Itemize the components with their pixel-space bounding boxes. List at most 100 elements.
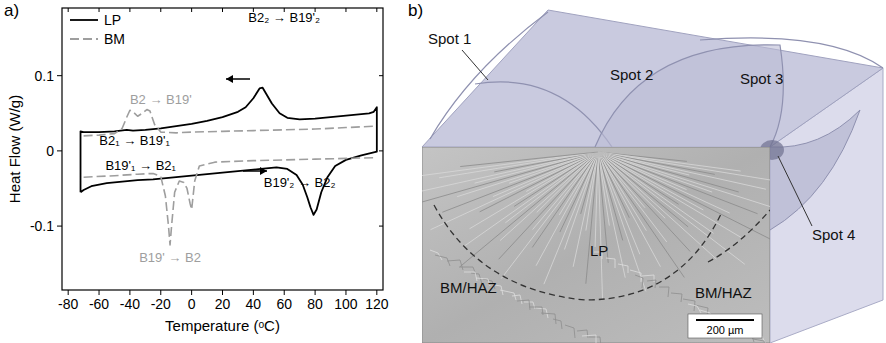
x-tick: [345, 290, 346, 295]
y-tick: [57, 226, 62, 227]
x-tick: [68, 290, 69, 295]
annotation: B19'₁ → B2₁: [105, 158, 176, 173]
region-label: BM/HAZ: [440, 279, 497, 296]
texture-line: [460, 152, 598, 267]
grain-line: [659, 287, 669, 297]
y-tick-label: -0.1: [30, 218, 54, 234]
grain-line: [671, 293, 682, 302]
x-tick-label: 60: [276, 296, 292, 312]
texture-line: [598, 152, 646, 231]
grain-line: [459, 267, 476, 275]
diagram-panel: b) 200 µm Spot 1 Spot 2 Spot 3 Spot 4 LP BM/HAZ…: [383, 1, 883, 343]
y-tick: [57, 150, 62, 151]
arrow-head: [260, 167, 267, 175]
micrograph-bg: [422, 147, 770, 343]
legend-swatch: [70, 38, 98, 40]
x-tick-label: -20: [151, 296, 171, 312]
panel-label: a): [4, 1, 19, 20]
x-tick-label: -80: [58, 296, 78, 312]
spot-outline: [595, 45, 783, 147]
grain-line: [635, 275, 643, 288]
spot-outline: [475, 82, 612, 147]
series-group: [81, 88, 377, 245]
x-tick-label: 20: [215, 296, 231, 312]
texture-line: [598, 152, 745, 264]
grain-line: [606, 258, 615, 268]
grain-line: [577, 330, 588, 338]
x-axis-title: Temperature (ᵒC): [165, 317, 280, 334]
x-tick: [160, 290, 161, 295]
texture-line: [598, 152, 665, 218]
legend-swatch: [70, 19, 98, 21]
scale-bar-box: [688, 314, 762, 338]
x-tick-label: 100: [334, 296, 358, 312]
grain-line: [688, 304, 701, 313]
y-axis-title: Heat Flow (W/g): [6, 95, 23, 203]
annotation: B2 → B19': [130, 92, 192, 107]
y-tick-label: 0: [46, 143, 54, 159]
panel-label: b): [408, 1, 423, 20]
texture-line: [598, 152, 730, 213]
scale-bar: [696, 319, 754, 321]
y-tick: [57, 75, 62, 76]
arrow-head: [226, 75, 233, 83]
texture-line: [475, 152, 598, 183]
legend-label: BM: [104, 31, 125, 47]
texture-line: [598, 152, 667, 242]
texture-line: [598, 152, 646, 291]
grain-line: [565, 325, 575, 338]
spot-label: Spot 1: [428, 30, 471, 47]
grain-line: [589, 337, 601, 343]
spot-label: Spot 4: [812, 226, 855, 243]
annotation: B2₂ → B19'₂: [248, 10, 320, 25]
box-top-face: [422, 10, 883, 147]
plot-frame: [62, 8, 383, 290]
x-tick: [129, 290, 130, 295]
fusion-boundary: [434, 205, 722, 300]
x-tick: [222, 290, 223, 295]
region-label: LP: [590, 242, 608, 259]
annotation: B19'₂ → B2₂: [264, 175, 336, 190]
grain-line: [753, 339, 767, 343]
series-line: [84, 110, 377, 245]
x-tick: [253, 290, 254, 295]
fusion-boundary: [708, 210, 770, 262]
spot-label: Spot 2: [610, 66, 653, 83]
x-tick-label: 120: [365, 296, 389, 312]
texture-line: [598, 152, 640, 254]
micrograph: [422, 147, 770, 343]
texture-line: [439, 152, 598, 178]
leader-line: [462, 50, 488, 80]
texture-line: [422, 152, 598, 181]
grain-line: [553, 319, 562, 329]
x-tick: [315, 290, 316, 295]
y-tick-label: 0.1: [35, 68, 55, 84]
series-line: [81, 88, 377, 215]
texture-line: [598, 152, 603, 300]
texture-line: [442, 152, 598, 212]
annotation: B2₁ → B19'₁: [99, 133, 170, 148]
grain-line: [529, 307, 543, 315]
grain-line: [630, 270, 641, 282]
x-tick: [376, 290, 377, 295]
grain-line: [517, 300, 530, 310]
spot-outline: [700, 38, 883, 68]
spot-label: Spot 3: [740, 70, 783, 87]
x-tick: [99, 290, 100, 295]
texture-line: [463, 152, 598, 247]
x-tick-label: 40: [246, 296, 262, 312]
grain-line: [435, 255, 450, 266]
texture-line: [598, 152, 714, 233]
region-label: BM/HAZ: [695, 284, 752, 301]
texture-line: [422, 152, 598, 207]
texture-line: [457, 152, 598, 197]
x-tick: [284, 290, 285, 295]
texture-line: [460, 152, 598, 167]
scale-bar-label: 200 µm: [707, 324, 744, 336]
texture-line: [480, 152, 598, 212]
x-tick-label: 80: [307, 296, 323, 312]
texture-line: [598, 152, 716, 259]
texture-line: [598, 152, 684, 277]
x-tick-label: 0: [188, 296, 196, 312]
x-tick-label: -60: [89, 296, 109, 312]
